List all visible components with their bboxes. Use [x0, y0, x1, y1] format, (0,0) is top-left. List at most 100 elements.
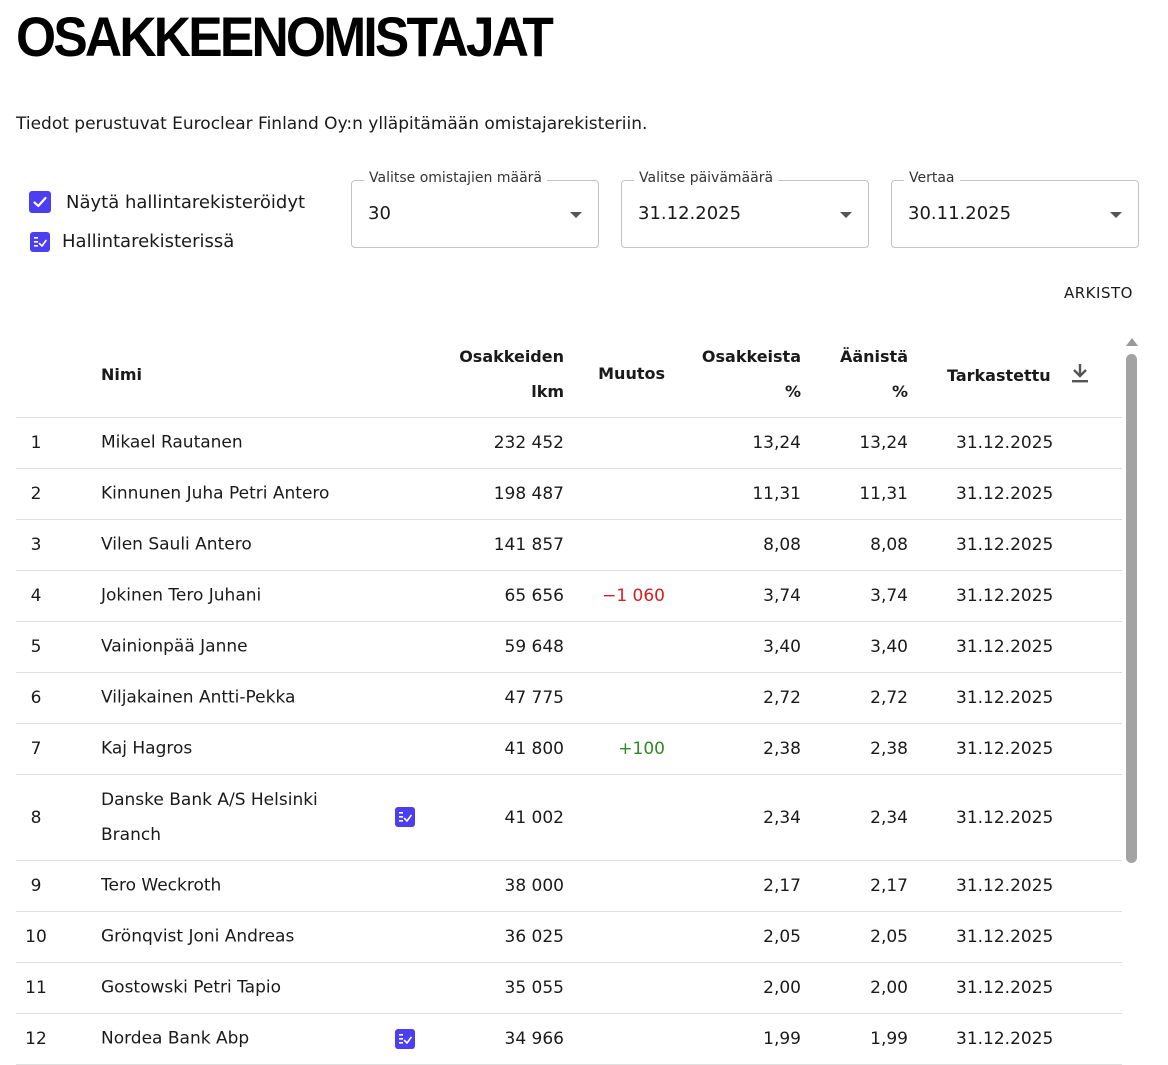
table-row: 7 Kaj Hagros 41 800 +100 2,38 2,38 31.12.2025 — [16, 724, 1122, 775]
row-name: Mikael Rautanen — [101, 432, 243, 453]
row-index: 8 — [30, 807, 42, 828]
page-subtitle: Tiedot perustuvat Euroclear Finland Oy:n… — [16, 114, 648, 134]
row-checked-date: 31.12.2025 — [956, 876, 1054, 896]
header-shares[interactable]: Osakkeiden lkm — [459, 339, 564, 409]
row-shares: 36 025 — [504, 927, 564, 947]
header-change[interactable]: Muutos — [598, 364, 665, 383]
row-shares: 65 656 — [504, 586, 564, 606]
row-share-pct: 2,72 — [763, 688, 801, 708]
owner-count-label: Valitse omistajien määrä — [364, 170, 547, 186]
header-name[interactable]: Nimi — [101, 365, 143, 384]
show-nominee-label[interactable]: Näytä hallintarekisteröidyt — [66, 191, 306, 213]
row-index: 3 — [30, 535, 42, 555]
row-share-pct: 3,40 — [763, 637, 801, 657]
row-name: Jokinen Tero Juhani — [101, 585, 262, 606]
row-name: Kaj Hagros — [101, 738, 193, 759]
table-row: 2 Kinnunen Juha Petri Antero 198 487 11,31 1… — [16, 469, 1122, 520]
row-share-pct: 8,08 — [763, 535, 801, 555]
table-row: 9 Tero Weckroth 38 000 2,17 2,17 31.12.2025 — [16, 861, 1122, 912]
row-vote-pct: 2,05 — [870, 927, 908, 947]
header-vote-pct[interactable]: Äänistä % — [840, 339, 908, 409]
compare-value[interactable]: 30.11.2025 — [908, 203, 1012, 224]
row-shares: 47 775 — [504, 688, 564, 708]
table-row: 1 Mikael Rautanen 232 452 13,24 13,24 31.12.2… — [16, 418, 1122, 469]
row-name: Viljakainen Antti-Pekka — [101, 687, 296, 708]
row-name: Nordea Bank Abp — [101, 1028, 250, 1049]
row-vote-pct: 13,24 — [859, 433, 908, 453]
table-header: Nimi Osakkeiden lkm Muutos Osakkeista % … — [16, 330, 1122, 418]
header-share-pct-line1: Osakkeista — [701, 347, 801, 366]
date-value[interactable]: 31.12.2025 — [638, 203, 742, 224]
row-share-pct: 2,00 — [763, 978, 801, 998]
checkbox-checked-icon[interactable] — [29, 191, 51, 213]
compare-label: Vertaa — [904, 170, 960, 186]
table-row: 3 Vilen Sauli Antero 141 857 8,08 8,08 31.12.… — [16, 520, 1122, 571]
row-change: +100 — [618, 739, 665, 759]
row-name: Tero Weckroth — [101, 875, 222, 896]
row-shares: 141 857 — [493, 535, 564, 555]
row-index: 2 — [30, 484, 42, 504]
row-vote-pct: 11,31 — [859, 484, 908, 504]
table-row: 10 Grönqvist Joni Andreas 36 025 2,05 2,05 31… — [16, 912, 1122, 963]
row-index: 9 — [30, 876, 42, 896]
header-checked[interactable]: Tarkastettu — [947, 366, 1051, 385]
list-check-icon — [395, 807, 415, 827]
header-shares-line2: lkm — [531, 382, 564, 401]
row-vote-pct: 3,74 — [870, 586, 908, 606]
date-select[interactable]: Valitse päivämäärä 31.12.2025 — [621, 170, 869, 248]
row-checked-date: 31.12.2025 — [956, 739, 1054, 759]
row-index: 10 — [25, 927, 47, 947]
row-share-pct: 11,31 — [752, 484, 801, 504]
date-label: Valitse päivämäärä — [634, 170, 779, 186]
row-checked-date: 31.12.2025 — [956, 688, 1054, 708]
row-share-pct: 1,99 — [763, 1029, 801, 1049]
list-check-icon — [395, 1029, 415, 1049]
header-share-pct[interactable]: Osakkeista % — [702, 339, 801, 409]
table-row: 6 Viljakainen Antti-Pekka 47 775 2,72 2,72 31… — [16, 673, 1122, 724]
row-index: 7 — [30, 739, 42, 759]
page-title: OSAKKEENOMISTAJAT — [16, 5, 554, 68]
row-shares: 35 055 — [504, 978, 564, 998]
row-change: −1 060 — [602, 586, 665, 606]
row-shares: 41 800 — [504, 739, 564, 759]
row-vote-pct: 2,38 — [870, 739, 908, 759]
row-checked-date: 31.12.2025 — [956, 978, 1054, 998]
row-checked-date: 31.12.2025 — [956, 637, 1054, 657]
header-vote-pct-line2: % — [891, 382, 908, 401]
row-checked-date: 31.12.2025 — [956, 1029, 1054, 1049]
row-shares: 198 487 — [493, 484, 564, 504]
row-shares: 38 000 — [504, 876, 564, 896]
row-share-pct: 3,74 — [763, 586, 801, 606]
header-share-pct-line2: % — [784, 382, 801, 401]
row-vote-pct: 2,72 — [870, 688, 908, 708]
caret-down-icon[interactable] — [570, 212, 582, 218]
row-name: Danske Bank A/S Helsinki Branch — [101, 789, 318, 845]
download-icon[interactable] — [1070, 362, 1090, 388]
caret-down-icon[interactable] — [1110, 212, 1122, 218]
nominee-legend-label: Hallintarekisterissä — [62, 231, 235, 252]
table-body: 1 Mikael Rautanen 232 452 13,24 13,24 31.12.2… — [16, 418, 1122, 1065]
owner-count-select[interactable]: Valitse omistajien määrä 30 — [351, 170, 599, 248]
table-row: 5 Vainionpää Janne 59 648 3,40 3,40 31.12.202… — [16, 622, 1122, 673]
row-checked-date: 31.12.2025 — [956, 535, 1054, 555]
archive-link[interactable]: ARKISTO — [1064, 284, 1133, 302]
row-share-pct: 2,05 — [763, 927, 801, 947]
row-index: 4 — [30, 586, 42, 606]
owner-count-value[interactable]: 30 — [368, 203, 391, 224]
row-shares: 34 966 — [504, 1029, 564, 1049]
list-check-icon — [30, 231, 50, 252]
shareholders-table: Nimi Osakkeiden lkm Muutos Osakkeista % … — [16, 330, 1122, 1065]
scroll-up-icon[interactable] — [1126, 338, 1138, 346]
scrollbar-thumb[interactable] — [1126, 354, 1137, 863]
caret-down-icon[interactable] — [840, 212, 852, 218]
row-index: 12 — [25, 1029, 47, 1049]
table-row: 4 Jokinen Tero Juhani 65 656 −1 060 3,74 3,74… — [16, 571, 1122, 622]
row-shares: 59 648 — [504, 637, 564, 657]
show-nominee-toggle[interactable]: Näytä hallintarekisteröidyt — [29, 191, 305, 213]
row-checked-date: 31.12.2025 — [956, 927, 1054, 947]
nominee-legend: Hallintarekisterissä — [30, 231, 234, 252]
row-index: 6 — [30, 688, 42, 708]
compare-select[interactable]: Vertaa 30.11.2025 — [891, 170, 1139, 248]
row-checked-date: 31.12.2025 — [956, 484, 1054, 504]
header-shares-line1: Osakkeiden — [459, 347, 564, 366]
